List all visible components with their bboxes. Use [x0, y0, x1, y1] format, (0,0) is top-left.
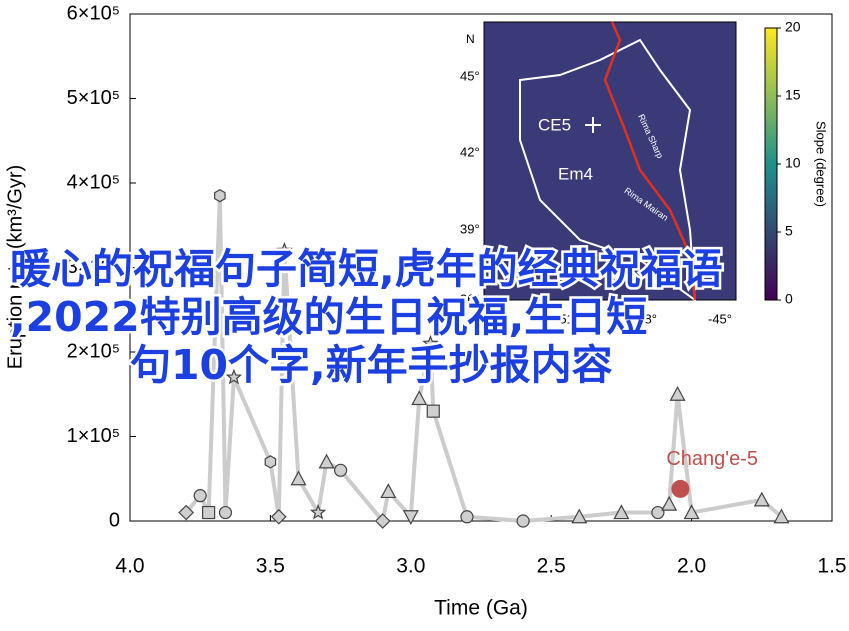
lon-label: -45° — [708, 311, 732, 326]
colorbar-tick-label: 5 — [785, 223, 793, 239]
inset-map: N 45° 42° 39° 36° -51° -48° -45° CE5 Em4… — [460, 19, 829, 327]
marker — [411, 390, 428, 406]
marker — [516, 514, 530, 528]
x-tick-label: 2.5 — [537, 555, 566, 578]
marker — [683, 504, 700, 520]
x-tick-label: 3.5 — [256, 555, 285, 578]
y-tick-label: 6×10⁵ — [67, 2, 120, 24]
marker — [422, 334, 439, 351]
marker — [669, 385, 686, 401]
marker — [178, 504, 195, 521]
y-tick-label: 2×10⁵ — [67, 340, 120, 362]
marker — [571, 508, 588, 524]
marker — [318, 453, 335, 469]
y-tick-label: 4×10⁵ — [67, 171, 120, 193]
region-outline — [519, 38, 697, 303]
marker — [264, 455, 277, 469]
x-tick-label: 2.0 — [677, 555, 706, 578]
rille — [603, 21, 697, 301]
annotation-point — [671, 479, 690, 498]
map-label: Em4 — [558, 164, 593, 183]
marker — [651, 505, 665, 520]
lat-label: 42° — [460, 144, 480, 159]
overlay-text: 暖心的祝福句子简短,虎年的经典祝福语 — [10, 245, 723, 293]
marker — [661, 495, 678, 511]
colorbar-tick-label: 20 — [785, 19, 801, 35]
marker — [374, 513, 391, 529]
x-axis-label: Time (Ga) — [434, 597, 528, 620]
colorbar-tick-label: 0 — [785, 291, 793, 307]
marker — [460, 510, 474, 524]
marker — [218, 505, 233, 520]
marker — [402, 510, 419, 526]
annotation-label: Chang'e-5 — [666, 448, 758, 470]
overlay-text: ,2022特别高级的生日祝福,生日短 — [10, 293, 647, 341]
marker — [214, 188, 226, 203]
lon-label: -51° — [555, 311, 579, 326]
lat-label: 45° — [460, 68, 480, 83]
marker — [225, 368, 243, 385]
colorbar-tick-label: 10 — [785, 155, 801, 171]
map-label: CE5 — [538, 115, 571, 134]
marker — [426, 404, 440, 418]
overlay-text: 句10个字,新年手抄报内容 — [130, 341, 613, 389]
north-label: N — [466, 32, 475, 46]
lat-label: 36° — [460, 291, 480, 306]
marker — [202, 505, 216, 520]
landing-site — [585, 117, 601, 133]
lat-label: 39° — [460, 221, 480, 236]
marker — [193, 489, 207, 503]
y-tick-label: 3×10⁵ — [67, 256, 120, 278]
colorbar-label: Slope (degree) — [814, 121, 829, 207]
marker — [290, 470, 307, 486]
colorbar — [764, 27, 778, 301]
marker — [380, 483, 397, 499]
x-tick-label: 4.0 — [115, 555, 144, 578]
x-tick-label: 3.0 — [396, 555, 425, 578]
marker — [276, 241, 293, 258]
marker — [334, 463, 348, 477]
y-axis-label: Eruption rate (km³/Gyr) — [4, 165, 26, 369]
y-tick-label: 1×10⁵ — [67, 425, 120, 447]
marker — [613, 504, 630, 520]
x-tick-label: 1.5 — [817, 555, 846, 578]
y-tick-label: 5×10⁵ — [67, 87, 120, 109]
colorbar-tick-label: 15 — [785, 87, 801, 103]
lon-label: -48° — [633, 311, 657, 326]
marker — [270, 508, 287, 525]
marker — [773, 508, 790, 524]
marker — [753, 491, 770, 507]
y-tick-label: 0 — [109, 509, 120, 531]
marker — [309, 503, 327, 520]
